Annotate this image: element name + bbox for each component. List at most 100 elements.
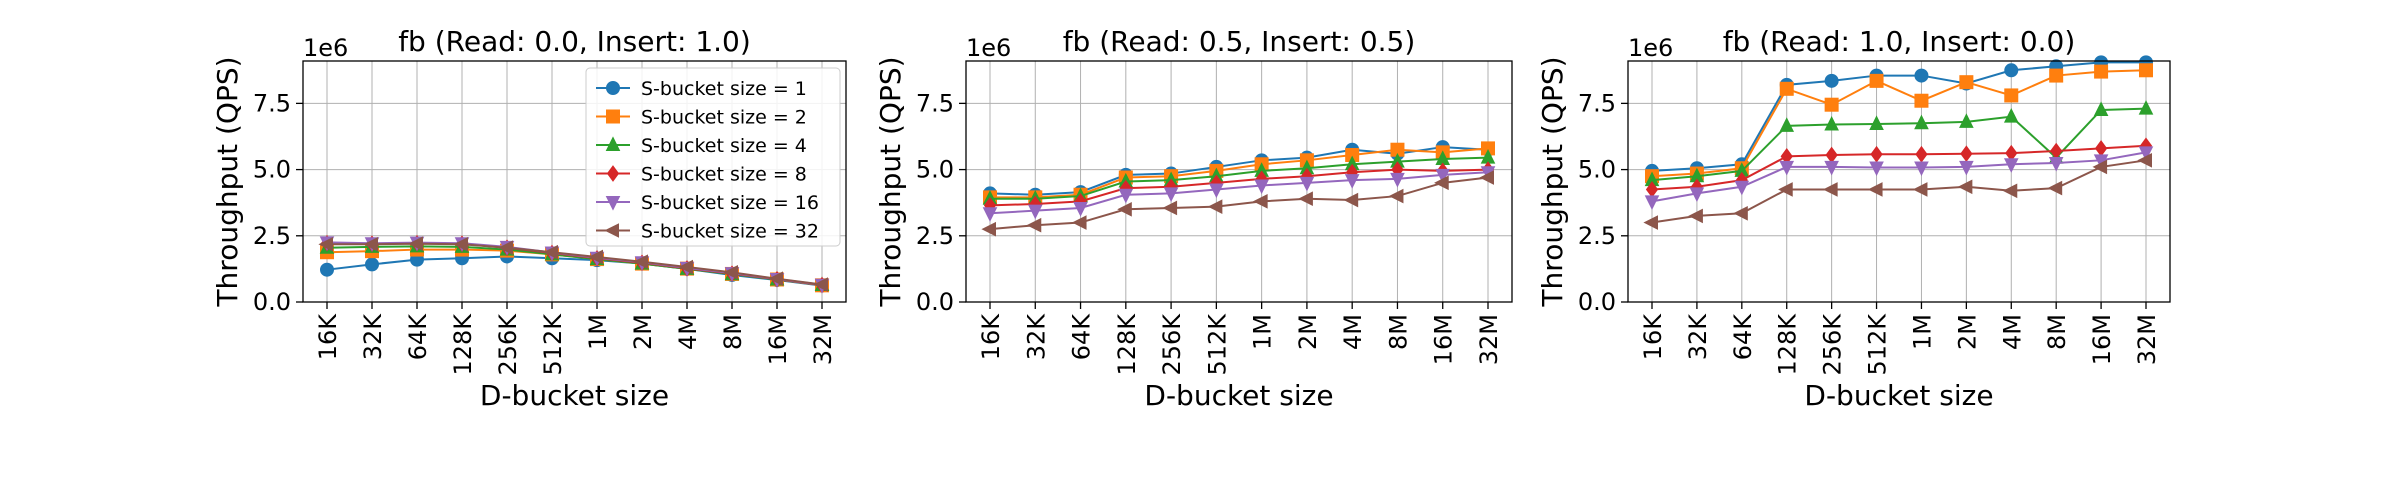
plot-frame [965,60,1513,303]
x-tick-label: 256K [1819,313,1847,376]
data-point [633,254,648,270]
data-point [1959,160,1974,176]
x-tick-label: 1M [1249,314,1277,350]
x-tick-label: 512K [1203,313,1231,376]
legend-marker [604,223,619,238]
legend-marker [605,196,621,211]
data-point [1073,201,1088,217]
data-point [678,259,693,275]
series-line-s5 [326,241,823,286]
x-tick-label: 32K [1022,313,1050,361]
data-point [1207,199,1223,214]
series-line-s1 [989,146,1489,196]
data-point [2003,158,2019,173]
data-point [2048,156,2064,172]
series-line-s2 [990,147,1489,199]
data-point [1960,145,1973,163]
x-tick-label: 2M [1294,314,1322,350]
data-point [1824,97,1839,112]
y-tick-label: 2.5 [916,222,954,250]
data-point [1253,194,1268,209]
x-tick-label: 128K [449,313,477,376]
data-point [1689,187,1705,203]
data-point [2138,100,2154,115]
data-point [1388,188,1404,204]
data-point [1162,200,1178,216]
data-point [1959,75,1974,90]
legend-box [585,67,841,247]
x-tick-label: 32M [1475,314,1503,365]
data-point [1824,73,1839,88]
legend-entry: S-bucket size = 1 [641,78,807,100]
data-point [1734,180,1750,196]
legend-marker [606,109,620,124]
data-point [1643,215,1658,230]
data-point [1298,191,1313,207]
data-point [1479,170,1494,185]
series-line-s5 [989,171,1489,215]
data-point [2092,159,2108,175]
x-tick-label: 16M [1430,314,1458,365]
y-tick-label: 5.0 [1578,156,1616,184]
data-point [1688,208,1703,224]
y-tick-label: 7.5 [916,89,954,117]
data-point [1778,182,1793,197]
x-axis-label: D-bucket size [1144,379,1333,412]
panel-title: fb (Read: 1.0, Insert: 0.0) [1723,25,2076,58]
data-point [982,207,998,222]
data-point [1027,204,1043,220]
x-tick-label: 16K [977,313,1005,361]
data-point [2047,180,2063,196]
legend-marker [606,81,620,95]
data-point [1343,192,1359,208]
data-point [981,221,996,237]
x-tick-label: 512K [539,313,567,376]
data-point [1824,115,1839,131]
legend-entry: S-bucket size = 2 [641,107,807,129]
data-point [1869,115,1884,131]
y-tick-label: 0.0 [253,288,291,316]
x-tick-label: 16M [2088,314,2116,365]
y-scale-offset: 1e6 [1628,34,1673,62]
x-tick-label: 64K [404,313,432,361]
data-point [1779,81,1794,96]
x-axis-label: D-bucket size [480,379,669,412]
x-tick-label: 8M [1384,314,1412,350]
plot-frame [302,60,847,303]
data-point [320,262,334,277]
y-scale-offset: 1e6 [303,34,348,62]
series-line-s1 [1651,61,2146,172]
x-tick-label: 1M [1908,314,1936,350]
data-point [2139,63,2153,78]
y-tick-label: 5.0 [253,156,291,184]
data-point [1914,93,1929,108]
x-tick-label: 256K [1158,313,1186,376]
data-point [363,236,378,252]
data-point [1026,217,1042,233]
x-tick-label: 256K [494,313,522,376]
data-point [1867,182,1883,197]
x-tick-label: 8M [2043,314,2071,350]
x-tick-label: 16M [764,314,792,365]
data-point [1912,182,1928,197]
data-point [1823,182,1838,197]
data-point [408,236,423,252]
chart-panel-2: 0.0 2.5 5.0 7.5 16K 32K 64K 128K 256K 512K 1M 2M 4M 8… [874,25,1513,412]
y-tick-label: 7.5 [1578,89,1616,117]
data-point [1390,172,1405,188]
data-point [1824,160,1839,176]
x-tick-label: 1M [584,314,612,350]
y-tick-label: 0.0 [1578,288,1616,316]
data-point [1914,114,1929,130]
x-tick-label: 64K [1068,313,1096,361]
data-point [2137,153,2152,168]
data-point [1779,117,1795,132]
data-point [1209,183,1224,199]
data-point [1870,145,1883,163]
chart-panel-1: 0.0 2.5 5.0 7.5 16K 32K 64K 128K 256K 512K 1M 2M 4M 8… [211,25,847,412]
data-point [1118,188,1134,204]
data-point [1434,175,1449,191]
data-point [1117,201,1132,217]
data-point [1254,179,1269,195]
